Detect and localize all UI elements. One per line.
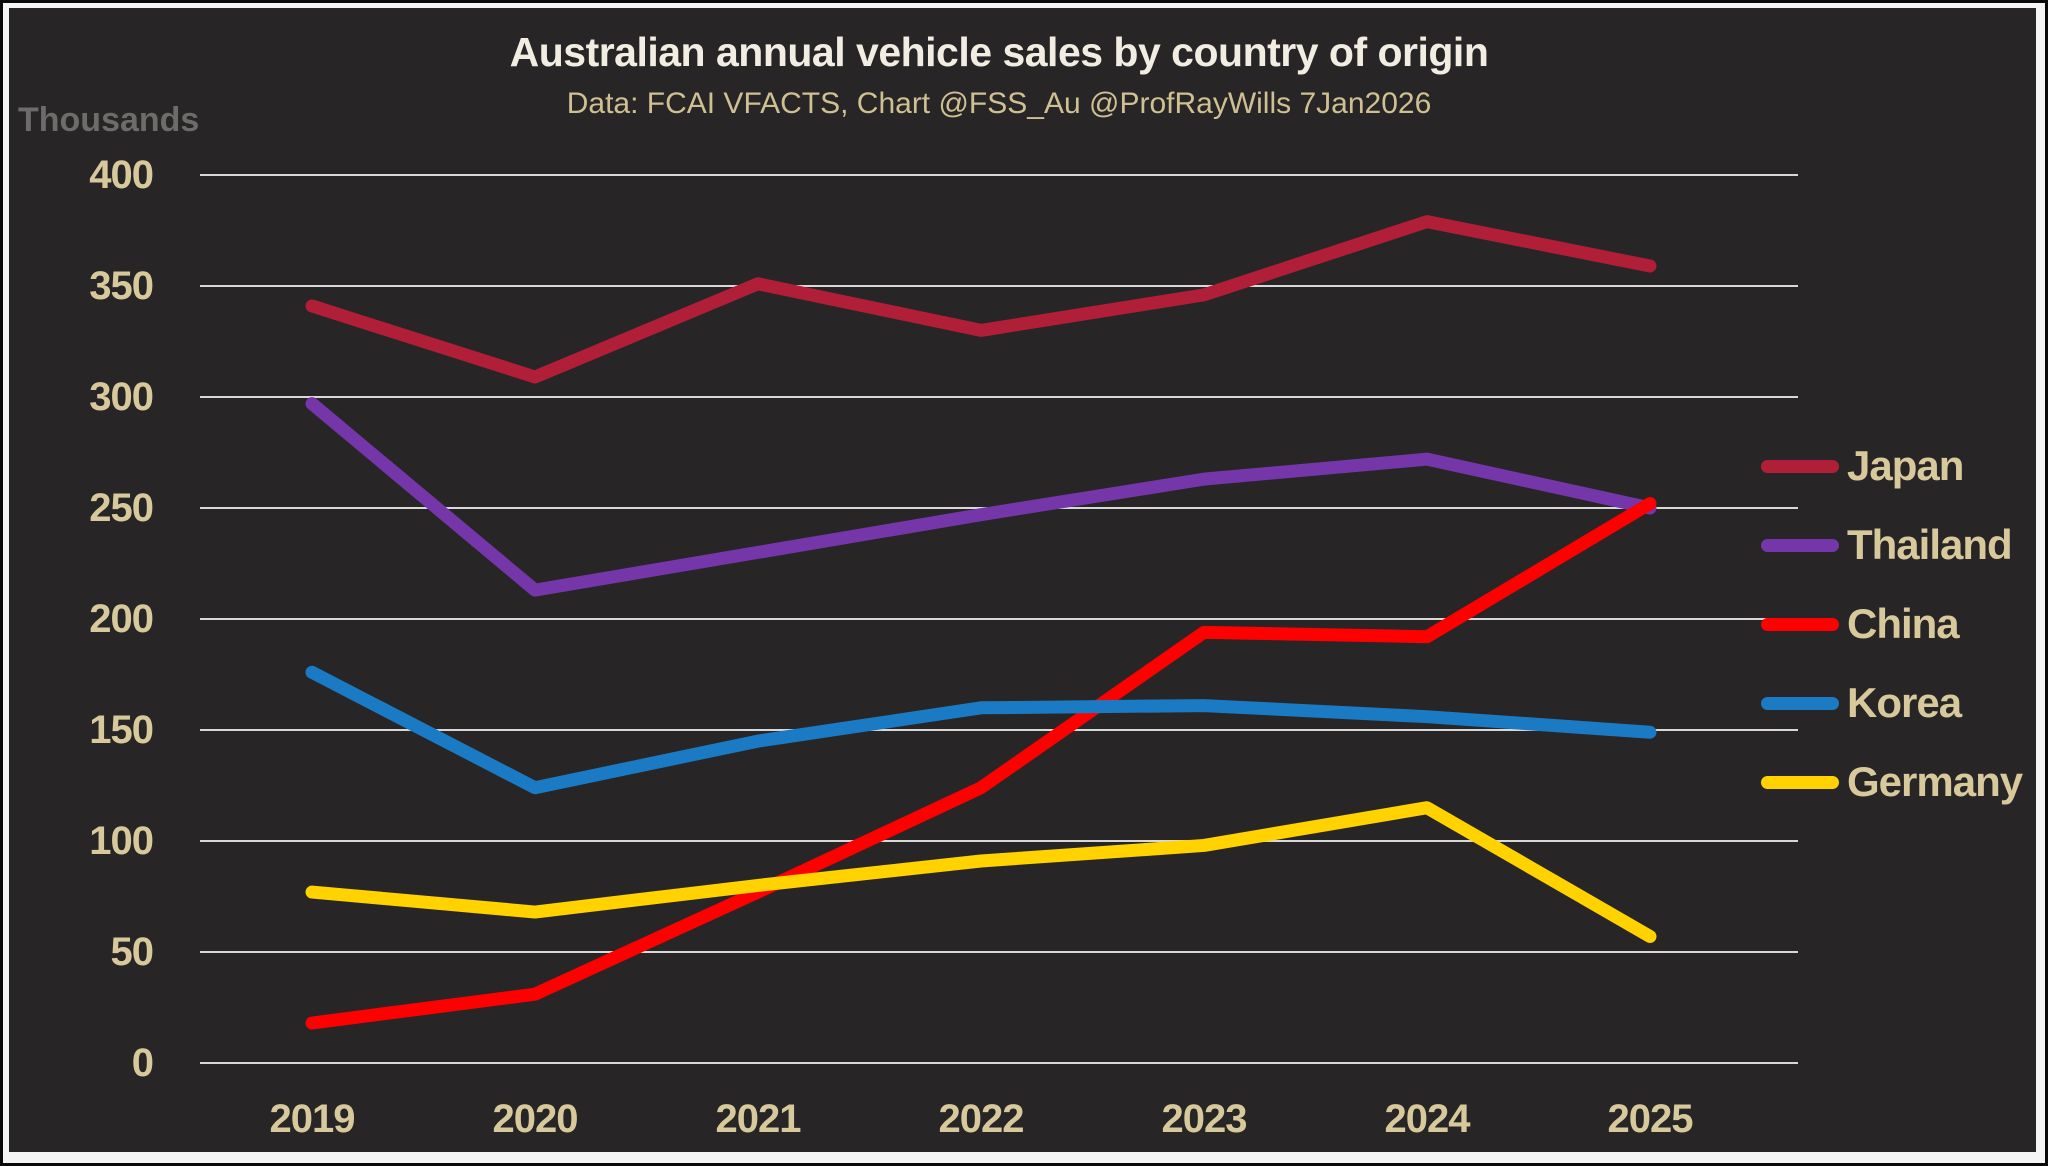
legend-swatch-korea	[1761, 696, 1839, 710]
legend-swatch-china	[1761, 617, 1839, 631]
series-line-germany	[305, 801, 1657, 943]
series-line-china	[305, 497, 1657, 1030]
y-tick-label-200: 200	[89, 597, 154, 641]
series-line-japan	[305, 215, 1657, 384]
y-tick-label-350: 350	[89, 264, 154, 308]
legend-label: Germany	[1847, 758, 2023, 805]
legend-entry-china: China	[1761, 599, 1960, 649]
y-tick-label-100: 100	[89, 819, 154, 863]
x-tick-label-2020: 2020	[492, 1097, 579, 1141]
y-tick-label-150: 150	[89, 708, 154, 752]
legend-swatch-japan	[1761, 459, 1839, 473]
legend-swatch-germany	[1761, 775, 1839, 789]
y-tick-label-300: 300	[89, 375, 154, 419]
legend-swatch-thailand	[1761, 538, 1839, 552]
x-tick-label-2021: 2021	[715, 1097, 802, 1141]
legend-label: Thailand	[1847, 521, 2013, 568]
chart-title: Australian annual vehicle sales by count…	[509, 29, 1489, 75]
x-tick-label-2023: 2023	[1161, 1097, 1248, 1141]
legend-entry-thailand: Thailand	[1761, 520, 2013, 570]
x-tick-label-2019: 2019	[269, 1097, 356, 1141]
chart-subtitle: Data: FCAI VFACTS, Chart @FSS_Au @ProfRa…	[566, 87, 1432, 120]
chart-background	[9, 8, 2036, 1152]
y-tick-label-400: 400	[89, 153, 154, 197]
line-chart	[200, 174, 1798, 1064]
y-tick-label-0: 0	[131, 1041, 154, 1085]
x-tick-label-2022: 2022	[938, 1097, 1025, 1141]
y-tick-label-50: 50	[110, 930, 155, 974]
legend-label: Korea	[1847, 679, 1962, 726]
series-line-korea	[305, 665, 1657, 795]
legend-entry-germany: Germany	[1761, 757, 2023, 807]
x-tick-label-2025: 2025	[1607, 1097, 1694, 1141]
series-line-thailand	[305, 397, 1657, 597]
legend-label: Japan	[1847, 442, 1964, 489]
legend-entry-korea: Korea	[1761, 678, 1962, 728]
x-tick-label-2024: 2024	[1384, 1097, 1471, 1141]
legend-entry-japan: Japan	[1761, 441, 1964, 491]
legend-label: China	[1847, 600, 1960, 647]
y-tick-label-250: 250	[89, 486, 154, 530]
y-axis-unit-label: Thousands	[18, 101, 200, 139]
